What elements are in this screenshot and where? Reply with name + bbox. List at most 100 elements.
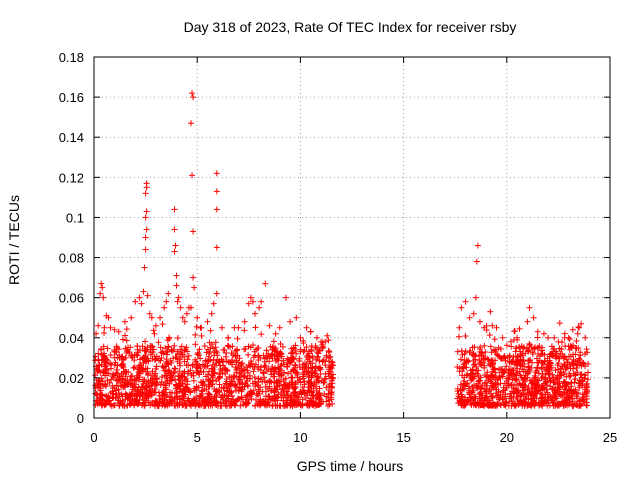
data-point [525, 364, 532, 371]
data-point [194, 314, 201, 321]
data-point [164, 360, 171, 367]
data-point [213, 290, 220, 297]
data-point [472, 352, 479, 359]
data-point [109, 384, 116, 391]
data-point [213, 206, 220, 213]
data-point [278, 372, 285, 379]
data-point [530, 314, 537, 321]
data-point [573, 337, 580, 344]
data-point [510, 358, 517, 365]
data-point [538, 347, 545, 354]
data-point [209, 377, 216, 384]
data-point [321, 379, 328, 386]
data-point [304, 352, 311, 359]
data-point [196, 346, 203, 353]
data-point [524, 318, 531, 325]
data-point [193, 364, 200, 371]
data-point [561, 354, 568, 361]
data-point [462, 298, 469, 305]
data-point [261, 364, 268, 371]
data-point [533, 390, 540, 397]
data-point [249, 363, 256, 370]
data-point [177, 362, 184, 369]
data-point [248, 395, 255, 402]
data-point [127, 393, 134, 400]
data-point [553, 355, 560, 362]
data-point [540, 374, 547, 381]
data-point [505, 366, 512, 373]
data-point [266, 377, 273, 384]
data-point [163, 358, 170, 365]
data-point [273, 377, 280, 384]
data-point [140, 288, 147, 295]
data-point [300, 337, 307, 344]
data-point [171, 206, 178, 213]
data-point [572, 345, 579, 352]
data-point [497, 380, 504, 387]
data-point [538, 359, 545, 366]
data-point [456, 324, 463, 331]
data-point [547, 359, 554, 366]
data-point [113, 366, 120, 373]
data-point [258, 298, 265, 305]
data-point [208, 372, 215, 379]
data-point [316, 401, 323, 408]
data-point [173, 282, 180, 289]
data-point [171, 248, 178, 255]
data-point [289, 349, 296, 356]
data-point [212, 401, 219, 408]
data-point [329, 359, 336, 366]
data-point [205, 357, 212, 364]
data-point [153, 398, 160, 405]
data-point [236, 374, 243, 381]
data-point [564, 402, 571, 409]
data-points [92, 90, 592, 409]
data-point [532, 369, 539, 376]
data-point [105, 370, 112, 377]
data-point [140, 380, 147, 387]
data-point [487, 378, 494, 385]
data-point [249, 298, 256, 305]
data-point [198, 324, 205, 331]
data-point [250, 368, 257, 375]
data-point [309, 360, 316, 367]
data-point [238, 394, 245, 401]
data-point [481, 396, 488, 403]
data-point [478, 362, 485, 369]
data-point [520, 357, 527, 364]
data-point [235, 359, 242, 366]
data-point [584, 376, 591, 383]
data-point [550, 379, 557, 386]
data-point [288, 394, 295, 401]
data-point [481, 402, 488, 409]
data-point [305, 387, 312, 394]
data-point [230, 396, 237, 403]
data-point [544, 389, 551, 396]
data-point [565, 343, 572, 350]
y-tick-label: 0.18 [59, 50, 84, 65]
data-point [95, 357, 102, 364]
data-point [238, 388, 245, 395]
data-point [165, 343, 172, 350]
data-point [495, 381, 502, 388]
data-point [498, 355, 505, 362]
data-point [585, 360, 592, 367]
data-point [323, 393, 330, 400]
data-point [501, 401, 508, 408]
data-point [313, 376, 320, 383]
data-point [194, 351, 201, 358]
data-point [327, 353, 334, 360]
data-point [194, 361, 201, 368]
data-point [285, 370, 292, 377]
data-point [575, 324, 582, 331]
data-point [557, 384, 564, 391]
data-point [526, 340, 533, 347]
data-point [247, 294, 254, 301]
data-point [568, 379, 575, 386]
plot-frame [93, 56, 611, 419]
data-point [269, 364, 276, 371]
data-point [218, 324, 225, 331]
data-point [266, 393, 273, 400]
data-point [126, 349, 133, 356]
data-point [301, 370, 308, 377]
